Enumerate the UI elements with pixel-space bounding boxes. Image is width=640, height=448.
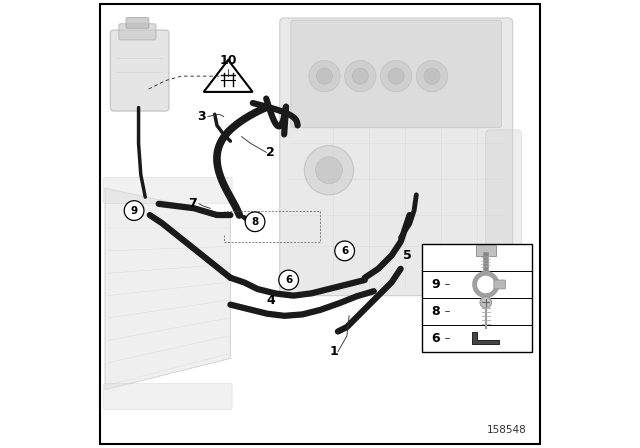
FancyBboxPatch shape [422, 244, 532, 352]
Text: 158548: 158548 [486, 425, 526, 435]
FancyBboxPatch shape [291, 20, 502, 128]
Polygon shape [204, 60, 253, 92]
FancyBboxPatch shape [103, 177, 232, 203]
FancyBboxPatch shape [126, 17, 149, 28]
Text: 8: 8 [252, 217, 259, 227]
Circle shape [480, 297, 492, 308]
Text: 6: 6 [431, 332, 440, 345]
Polygon shape [472, 332, 499, 344]
Circle shape [416, 60, 448, 92]
FancyBboxPatch shape [494, 280, 506, 289]
Text: 6: 6 [341, 246, 348, 256]
Text: 4: 4 [266, 293, 275, 307]
Text: 10: 10 [220, 54, 237, 67]
Text: 5: 5 [403, 249, 412, 262]
Circle shape [352, 68, 369, 84]
Circle shape [388, 68, 404, 84]
Circle shape [305, 146, 354, 195]
Text: 7: 7 [188, 197, 196, 211]
Circle shape [316, 157, 342, 184]
Circle shape [316, 68, 333, 84]
Circle shape [279, 270, 298, 290]
Circle shape [424, 68, 440, 84]
Text: 9: 9 [131, 206, 138, 215]
Circle shape [335, 241, 355, 261]
FancyBboxPatch shape [110, 30, 169, 111]
Circle shape [308, 60, 340, 92]
Text: 2: 2 [266, 146, 275, 159]
Polygon shape [105, 188, 230, 390]
FancyBboxPatch shape [280, 18, 513, 296]
Circle shape [380, 60, 412, 92]
Text: 8: 8 [431, 305, 440, 318]
Text: 3: 3 [197, 110, 205, 123]
FancyBboxPatch shape [103, 383, 232, 409]
FancyBboxPatch shape [476, 245, 495, 256]
Text: 1: 1 [329, 345, 338, 358]
Circle shape [344, 60, 376, 92]
Circle shape [124, 201, 144, 220]
Text: 6: 6 [285, 275, 292, 285]
Text: 9: 9 [431, 278, 440, 291]
Circle shape [245, 212, 265, 232]
FancyBboxPatch shape [119, 24, 156, 40]
FancyBboxPatch shape [486, 130, 522, 251]
